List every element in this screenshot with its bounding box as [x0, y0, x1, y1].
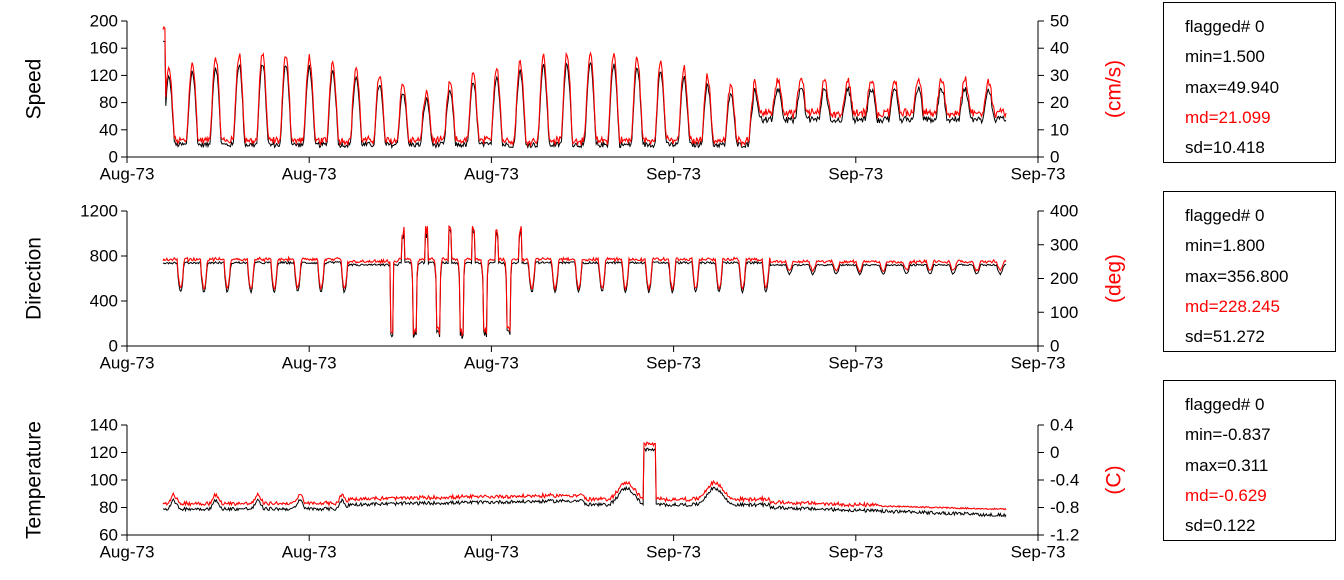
- right-tick-label: 20: [1050, 93, 1069, 112]
- left-tick-label: 60: [99, 526, 118, 545]
- stat-min: min=1.500: [1185, 47, 1265, 66]
- x-tick-label: Sep-73: [646, 354, 701, 373]
- left-tick-label: 200: [90, 12, 118, 31]
- x-tick-label: Sep-73: [828, 165, 883, 184]
- stat-sd: sd=0.122: [1185, 516, 1256, 535]
- stats-box-direction: flagged# 0 min=1.800 max=356.800 md=228.…: [1163, 191, 1336, 352]
- right-tick-label: 0: [1050, 337, 1059, 356]
- series-line-black: [162, 228, 1007, 339]
- stat-max: max=356.800: [1185, 267, 1289, 286]
- x-tick-label: Aug-73: [100, 165, 155, 184]
- stat-max: max=49.940: [1185, 78, 1280, 97]
- y-axis-label-left: Speed: [23, 59, 46, 120]
- stat-sd: sd=10.418: [1185, 138, 1265, 157]
- y-axis-label-left: Direction: [23, 237, 46, 320]
- x-tick-label: Aug-73: [464, 543, 519, 562]
- right-tick-label: 200: [1050, 269, 1078, 288]
- right-tick-label: 0: [1050, 148, 1059, 167]
- y-axis-label-right: (cm/s): [1103, 60, 1126, 118]
- series-line-red: [162, 25, 1007, 148]
- stat-max: max=0.311: [1185, 456, 1269, 475]
- right-tick-label: 400: [1050, 202, 1078, 221]
- right-tick-label: -0.8: [1050, 498, 1079, 517]
- y-axis-label-right: (C): [1103, 465, 1126, 494]
- stat-md: md=21.099: [1185, 108, 1271, 127]
- x-tick-label: Sep-73: [828, 543, 883, 562]
- x-tick-label: Sep-73: [646, 543, 701, 562]
- x-tick-label: Sep-73: [1011, 543, 1066, 562]
- left-tick-label: 120: [90, 443, 118, 462]
- x-tick-label: Aug-73: [100, 543, 155, 562]
- y-axis-label-left: Temperature: [23, 421, 46, 539]
- right-tick-label: 0: [1050, 443, 1059, 462]
- right-tick-label: -0.4: [1050, 471, 1079, 490]
- left-tick-label: 140: [90, 416, 118, 435]
- left-tick-label: 120: [90, 66, 118, 85]
- x-tick-label: Aug-73: [282, 354, 337, 373]
- stat-min: min=-0.837: [1185, 425, 1271, 444]
- x-tick-label: Aug-73: [282, 543, 337, 562]
- x-tick-label: Aug-73: [464, 354, 519, 373]
- right-tick-label: 0.4: [1050, 416, 1074, 435]
- series-line-red: [162, 225, 1007, 337]
- stat-md: md=-0.629: [1185, 486, 1267, 505]
- stat-flagged: flagged# 0: [1185, 17, 1265, 36]
- x-tick-label: Sep-73: [828, 354, 883, 373]
- stat-flagged: flagged# 0: [1185, 395, 1265, 414]
- right-tick-label: 30: [1050, 66, 1069, 85]
- stats-box-speed: flagged# 0 min=1.500 max=49.940 md=21.09…: [1163, 2, 1336, 163]
- left-tick-label: 40: [99, 120, 118, 139]
- y-axis-label-right: (deg): [1103, 254, 1126, 303]
- x-tick-label: Sep-73: [1011, 354, 1066, 373]
- x-tick-label: Aug-73: [100, 354, 155, 373]
- left-tick-label: 400: [90, 292, 118, 311]
- right-tick-label: 300: [1050, 235, 1078, 254]
- series-line-red: [162, 441, 1007, 511]
- left-tick-label: 0: [109, 148, 118, 167]
- left-tick-label: 800: [90, 247, 118, 266]
- stat-md: md=228.245: [1185, 297, 1280, 316]
- left-tick-label: 80: [99, 498, 118, 517]
- stat-sd: sd=51.272: [1185, 327, 1265, 346]
- left-tick-label: 100: [90, 471, 118, 490]
- stat-flagged: flagged# 0: [1185, 206, 1265, 225]
- x-tick-label: Sep-73: [1011, 165, 1066, 184]
- stat-min: min=1.800: [1185, 236, 1265, 255]
- x-tick-label: Aug-73: [282, 165, 337, 184]
- left-tick-label: 0: [109, 337, 118, 356]
- stats-box-temperature: flagged# 0 min=-0.837 max=0.311 md=-0.62…: [1163, 380, 1336, 541]
- right-tick-label: 50: [1050, 12, 1069, 31]
- right-tick-label: 100: [1050, 303, 1078, 322]
- right-tick-label: 40: [1050, 39, 1069, 58]
- right-tick-label: -1.2: [1050, 526, 1079, 545]
- right-tick-label: 10: [1050, 120, 1069, 139]
- x-tick-label: Aug-73: [464, 165, 519, 184]
- left-tick-label: 80: [99, 93, 118, 112]
- left-tick-label: 160: [90, 39, 118, 58]
- left-tick-label: 1200: [80, 202, 118, 221]
- x-tick-label: Sep-73: [646, 165, 701, 184]
- series-line-black: [162, 447, 1007, 518]
- series-line-black: [163, 40, 1007, 150]
